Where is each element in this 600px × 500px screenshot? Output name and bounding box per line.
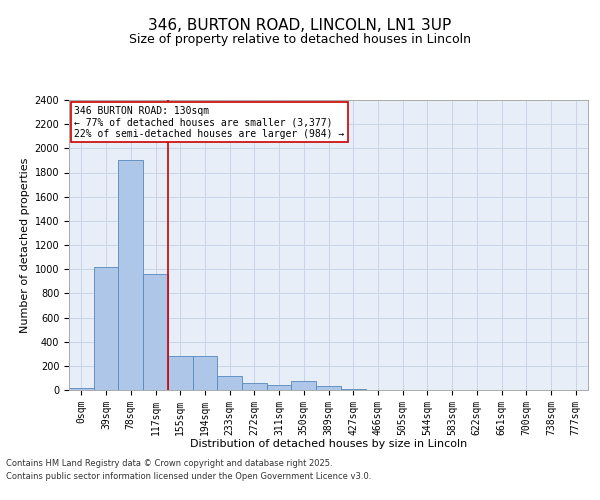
Bar [69, 388, 94, 390]
Bar [316, 386, 341, 390]
Bar [168, 356, 193, 390]
Bar [267, 385, 292, 390]
Bar [292, 381, 316, 390]
Text: Contains public sector information licensed under the Open Government Licence v3: Contains public sector information licen… [6, 472, 371, 481]
Bar [193, 356, 217, 390]
Bar [118, 160, 143, 390]
Text: Size of property relative to detached houses in Lincoln: Size of property relative to detached ho… [129, 32, 471, 46]
Text: Contains HM Land Registry data © Crown copyright and database right 2025.: Contains HM Land Registry data © Crown c… [6, 458, 332, 468]
X-axis label: Distribution of detached houses by size in Lincoln: Distribution of detached houses by size … [190, 439, 467, 449]
Bar [94, 267, 118, 390]
Bar [143, 274, 168, 390]
Y-axis label: Number of detached properties: Number of detached properties [20, 158, 31, 332]
Bar [242, 383, 267, 390]
Bar [217, 376, 242, 390]
Text: 346 BURTON ROAD: 130sqm
← 77% of detached houses are smaller (3,377)
22% of semi: 346 BURTON ROAD: 130sqm ← 77% of detache… [74, 106, 344, 139]
Text: 346, BURTON ROAD, LINCOLN, LN1 3UP: 346, BURTON ROAD, LINCOLN, LN1 3UP [148, 18, 452, 32]
